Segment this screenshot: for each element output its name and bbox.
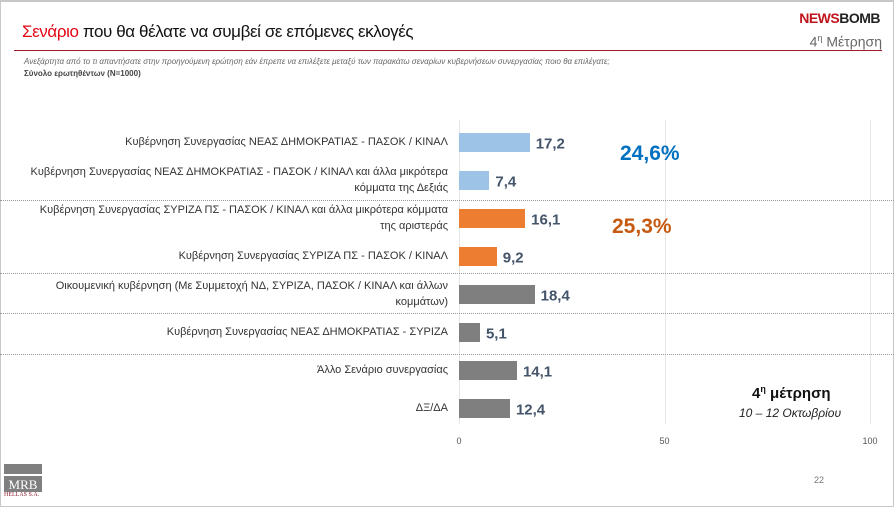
category-label: Κυβέρνηση Συνεργασίας ΝΕΑΣ ΔΗΜΟΚΡΑΤΙΑΣ -… (125, 136, 448, 148)
value-label: 16,1 (531, 211, 561, 229)
measurement-sup: η (817, 33, 823, 43)
value-label: 9,2 (502, 249, 524, 267)
category-label: Κυβέρνηση Συνεργασίας ΝΕΑΣ ΔΗΜΟΚΡΑΤΙΑΣ -… (166, 326, 448, 338)
bar (459, 246, 497, 266)
value-label: 14,1 (522, 363, 553, 381)
value-label: 18,4 (540, 287, 570, 305)
x-tick-label: 50 (659, 436, 670, 446)
gridline (870, 120, 871, 424)
group-separator (0, 354, 894, 355)
bar (459, 170, 490, 190)
gridline (459, 120, 460, 424)
bar (459, 284, 535, 304)
annotation-subtitle: 10 – 12 Οκτωβρίου (739, 406, 842, 420)
annotation-sup: η (760, 384, 766, 394)
category-label: Κυβέρνηση Συνεργασίας ΣΥΡΙΖΑ ΠΣ - ΠΑΣΟΚ … (178, 250, 448, 262)
measurement-label: 4η Μέτρηση (810, 33, 882, 50)
title-highlight: Σενάριο (22, 22, 79, 41)
brand-part-a: NEWS (799, 10, 840, 26)
bar (459, 360, 517, 380)
group-total: 25,3% (612, 215, 672, 238)
bar (459, 208, 526, 228)
category-label: Κυβέρνηση Συνεργασίας ΝΕΑΣ ΔΗΜΟΚΡΑΤΙΑΣ -… (30, 166, 448, 194)
bar (459, 322, 480, 342)
value-label: 5,1 (485, 325, 507, 343)
value-label: 12,4 (515, 401, 546, 419)
page-title: Σενάριο που θα θέλατε να συμβεί σε επόμε… (22, 22, 414, 42)
annotation-text: μέτρηση (770, 385, 831, 402)
group-separator (0, 313, 894, 314)
annotation-num: 4 (752, 385, 761, 402)
x-tick-label: 0 (456, 436, 462, 446)
brand-part-b: BOMB (839, 10, 880, 26)
category-label: Άλλο Σενάριο συνεργασίας (316, 364, 448, 376)
x-tick-label: 100 (862, 436, 878, 446)
logo-subtext: HELLAS S.A. (4, 492, 40, 498)
bar (459, 132, 530, 152)
newsbomb-logo: NEWSBOMB (799, 10, 880, 26)
question-text: Ανεξάρτητα από το τι απαντήσατε στην προ… (24, 57, 610, 66)
measurement-num: 4 (809, 33, 818, 50)
category-label: Κυβέρνηση Συνεργασίας ΣΥΡΙΖΑ ΠΣ - ΠΑΣΟΚ … (39, 204, 448, 232)
logo-text: MRB (4, 476, 42, 492)
category-label: ΔΞ/ΔΑ (415, 402, 448, 414)
category-label: Οικουμενική κυβέρνηση (Με Συμμετοχή ΝΔ, … (55, 280, 448, 308)
annotation-title: 4η μέτρηση (752, 384, 831, 402)
logo-bar (4, 464, 42, 474)
title-rest: που θα θέλατε να συμβεί σε επόμενες εκλο… (78, 22, 414, 41)
page-number: 22 (814, 475, 825, 485)
group-total: 24,6% (620, 142, 680, 165)
value-label: 17,2 (535, 135, 565, 153)
measurement-text: Μέτρηση (826, 33, 882, 50)
group-separator (0, 273, 894, 274)
value-label: 7,4 (495, 173, 517, 191)
bar (459, 398, 510, 418)
group-separator (0, 200, 894, 201)
title-divider (14, 50, 882, 51)
mrb-logo: MRB HELLAS S.A. (4, 464, 42, 498)
gridline (664, 120, 666, 424)
sample-base: Σύνολο ερωτηθέντων (Ν=1000) (24, 69, 141, 78)
